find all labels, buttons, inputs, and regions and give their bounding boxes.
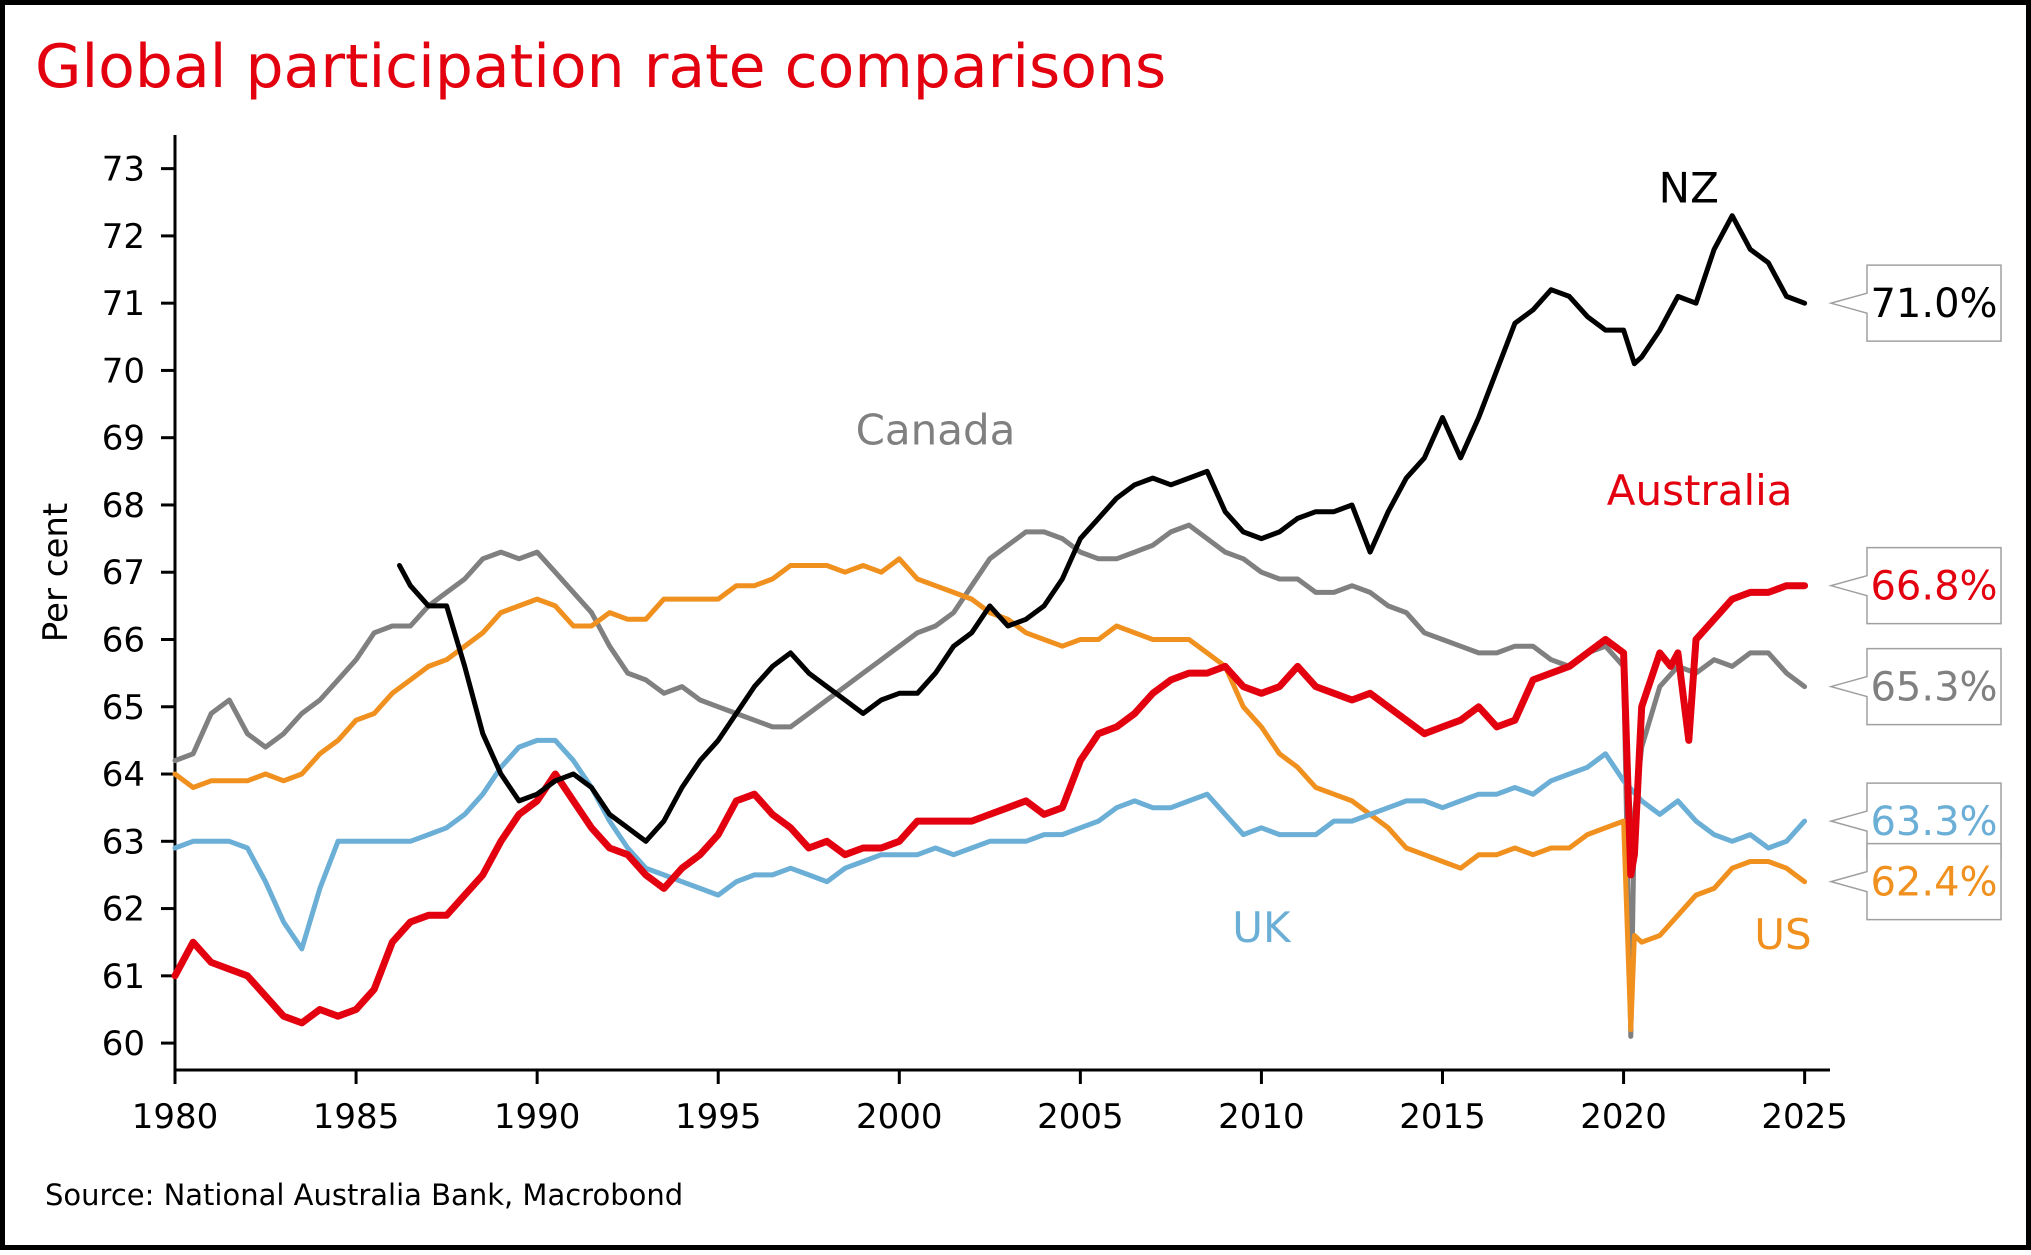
end-label-australia: 66.8% xyxy=(1828,546,2002,625)
series-line-australia xyxy=(171,582,1809,1027)
y-tick-label: 60 xyxy=(102,1024,145,1064)
end-label-box xyxy=(1828,264,2002,342)
x-tick-label: 2010 xyxy=(1218,1097,1305,1137)
y-tick-label: 70 xyxy=(102,351,145,391)
source-note: Source: National Australia Bank, Macrobo… xyxy=(45,1178,683,1212)
x-tick-label: 1995 xyxy=(675,1097,762,1137)
series-label-uk: UK xyxy=(1232,903,1292,952)
series-line-nz xyxy=(397,213,1808,844)
y-tick-label: 62 xyxy=(102,890,145,930)
end-label-text: 62.4% xyxy=(1870,860,1997,906)
y-tick-label: 61 xyxy=(102,957,145,997)
series-line-uk xyxy=(172,737,1808,952)
y-tick-label: 68 xyxy=(102,486,145,526)
end-label-text: 66.8% xyxy=(1870,564,1997,610)
y-tick-label: 72 xyxy=(102,217,145,257)
y-tick-label: 73 xyxy=(102,150,145,190)
x-tick-label: 2015 xyxy=(1399,1097,1486,1137)
x-tick-label: 2000 xyxy=(856,1097,943,1137)
end-label-box xyxy=(1828,842,2002,921)
y-axis-label: Per cent xyxy=(36,503,76,643)
x-tick-label: 2005 xyxy=(1037,1097,1124,1137)
end-label-box xyxy=(1828,546,2002,625)
series-label-us: US xyxy=(1754,910,1811,959)
series-line-canada xyxy=(172,522,1808,1039)
end-label-text: 63.3% xyxy=(1870,799,1997,845)
x-tick-label: 1990 xyxy=(494,1097,581,1137)
series-lines xyxy=(171,213,1809,1039)
y-tick-label: 69 xyxy=(102,419,145,459)
end-label-box xyxy=(1828,647,2002,726)
y-tick-label: 71 xyxy=(102,284,145,324)
y-tick-label: 63 xyxy=(102,822,145,862)
series-label-australia: Australia xyxy=(1607,466,1793,515)
chart-title: Global participation rate comparisons xyxy=(35,32,1166,102)
y-tick-label: 67 xyxy=(102,553,145,593)
end-label-uk: 63.3% xyxy=(1828,782,2002,860)
series-line-us xyxy=(172,556,1808,1033)
x-tick-label: 1985 xyxy=(313,1097,400,1137)
y-tick-label: 65 xyxy=(102,688,145,728)
end-value-labels: 71.0% 66.8% 65.3% 63.3% 62.4% xyxy=(1828,264,2002,921)
x-tick-label: 1980 xyxy=(132,1097,219,1137)
end-label-us: 62.4% xyxy=(1828,842,2002,921)
series-labels: Canada Australia NZ UK US xyxy=(856,163,1812,959)
line-chart: Global participation rate comparisons Pe… xyxy=(35,32,2002,1212)
x-tick-label: 2025 xyxy=(1761,1097,1848,1137)
end-label-canada: 65.3% xyxy=(1828,647,2002,726)
y-tick-label: 64 xyxy=(102,755,145,795)
series-label-canada: Canada xyxy=(856,405,1016,454)
y-tick-label: 66 xyxy=(102,620,145,660)
end-label-text: 65.3% xyxy=(1870,665,1997,711)
series-label-nz: NZ xyxy=(1659,163,1719,212)
end-label-text: 71.0% xyxy=(1870,281,1997,327)
axes: 60 61 62 63 64 65 66 67 68 69 70 71 72 73 1980 1985 1990… xyxy=(102,135,1848,1137)
x-tick-label: 2020 xyxy=(1580,1097,1667,1137)
end-label-nz: 71.0% xyxy=(1828,264,2002,342)
